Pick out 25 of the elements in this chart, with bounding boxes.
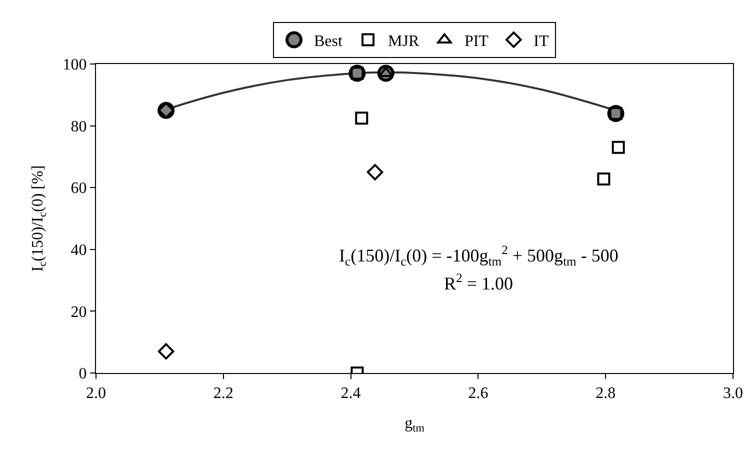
y-tick-label: 60 — [70, 180, 87, 198]
legend-label: PIT — [464, 32, 489, 50]
legend-label: IT — [534, 32, 550, 50]
legend-label: MJR — [388, 32, 420, 50]
point — [158, 343, 174, 360]
point — [597, 172, 610, 186]
x-tick-label: 2.0 — [86, 385, 106, 402]
x-tick-label: 2.2 — [213, 385, 234, 402]
x-axis-title: g$_{tm}$ — [404, 414, 425, 434]
point — [366, 164, 384, 180]
annotation: R$^{2}$ = 1.00 — [444, 271, 513, 294]
point — [355, 112, 368, 125]
x-tick-label: 2.8 — [596, 385, 616, 402]
x-tick-label: 3.0 — [723, 385, 743, 402]
text: I$_{c}$(150)/I$_{c}$(0) = -100g$_{tm}$$^{2}$ + 500g$_{tm}$ - 500 — [339, 243, 618, 268]
y-tick-label: 100 — [62, 56, 87, 74]
y-tick-label: 0 — [78, 366, 87, 383]
y-tick-label: 20 — [70, 304, 87, 321]
x-tick-label: 2.4 — [340, 385, 361, 402]
y-tick-label: 80 — [70, 118, 87, 136]
x-tick-label: 2.6 — [468, 385, 488, 402]
legend-label: Best — [314, 32, 343, 50]
point — [378, 66, 394, 78]
point — [612, 140, 625, 154]
y-tick-label: 40 — [70, 242, 87, 259]
